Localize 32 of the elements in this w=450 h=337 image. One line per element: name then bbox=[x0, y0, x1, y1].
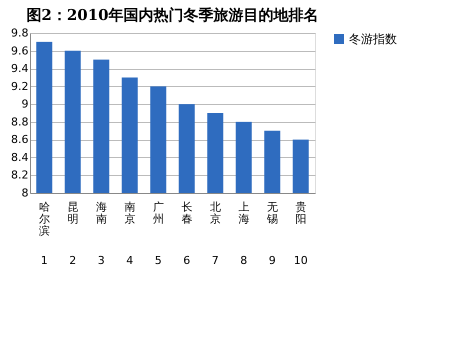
x-tick-label: 哈尔滨 bbox=[38, 200, 50, 238]
text: 8 bbox=[240, 254, 248, 267]
x-tick-label: 南京 bbox=[124, 200, 136, 226]
x-tick-label: 上海 bbox=[238, 200, 250, 226]
text: 6 bbox=[183, 254, 190, 267]
y-tick-label: 8.2 bbox=[11, 168, 28, 182]
text: 4 bbox=[126, 254, 134, 267]
x-tick-label: 广州 bbox=[152, 200, 164, 226]
y-tick-label: 9.8 bbox=[11, 26, 28, 40]
y-tick-label: 8 bbox=[22, 186, 28, 200]
y-tick-label: 9 bbox=[22, 98, 28, 111]
y-tick-label: 9.6 bbox=[11, 44, 28, 58]
y-tick-label: 8.4 bbox=[11, 150, 28, 164]
text: 5 bbox=[154, 254, 162, 267]
x-tick-label: 贵阳 bbox=[295, 200, 306, 226]
x-tick-label: 长春 bbox=[181, 200, 192, 226]
x-tick-label: 昆明 bbox=[67, 200, 78, 226]
text: 9 bbox=[268, 254, 276, 267]
y-tick-label: 9.2 bbox=[11, 80, 28, 93]
text: 2 bbox=[69, 254, 76, 267]
chart-title: 图2：2010年国内热门冬季旅游目的地排名 bbox=[26, 6, 319, 24]
text: 10 bbox=[294, 254, 308, 267]
y-tick-label: 9.4 bbox=[11, 62, 28, 76]
legend-label: 冬游指数 bbox=[349, 32, 397, 46]
x-tick-label: 海南 bbox=[96, 200, 107, 226]
text: 3 bbox=[98, 254, 105, 267]
text: 1 bbox=[40, 254, 48, 267]
y-tick-label: 8.6 bbox=[11, 133, 28, 146]
x-tick-label: 北京 bbox=[210, 200, 221, 226]
y-tick-label: 8.8 bbox=[11, 115, 28, 128]
x-tick-label: 无锡 bbox=[266, 200, 278, 226]
text: 7 bbox=[212, 254, 219, 267]
